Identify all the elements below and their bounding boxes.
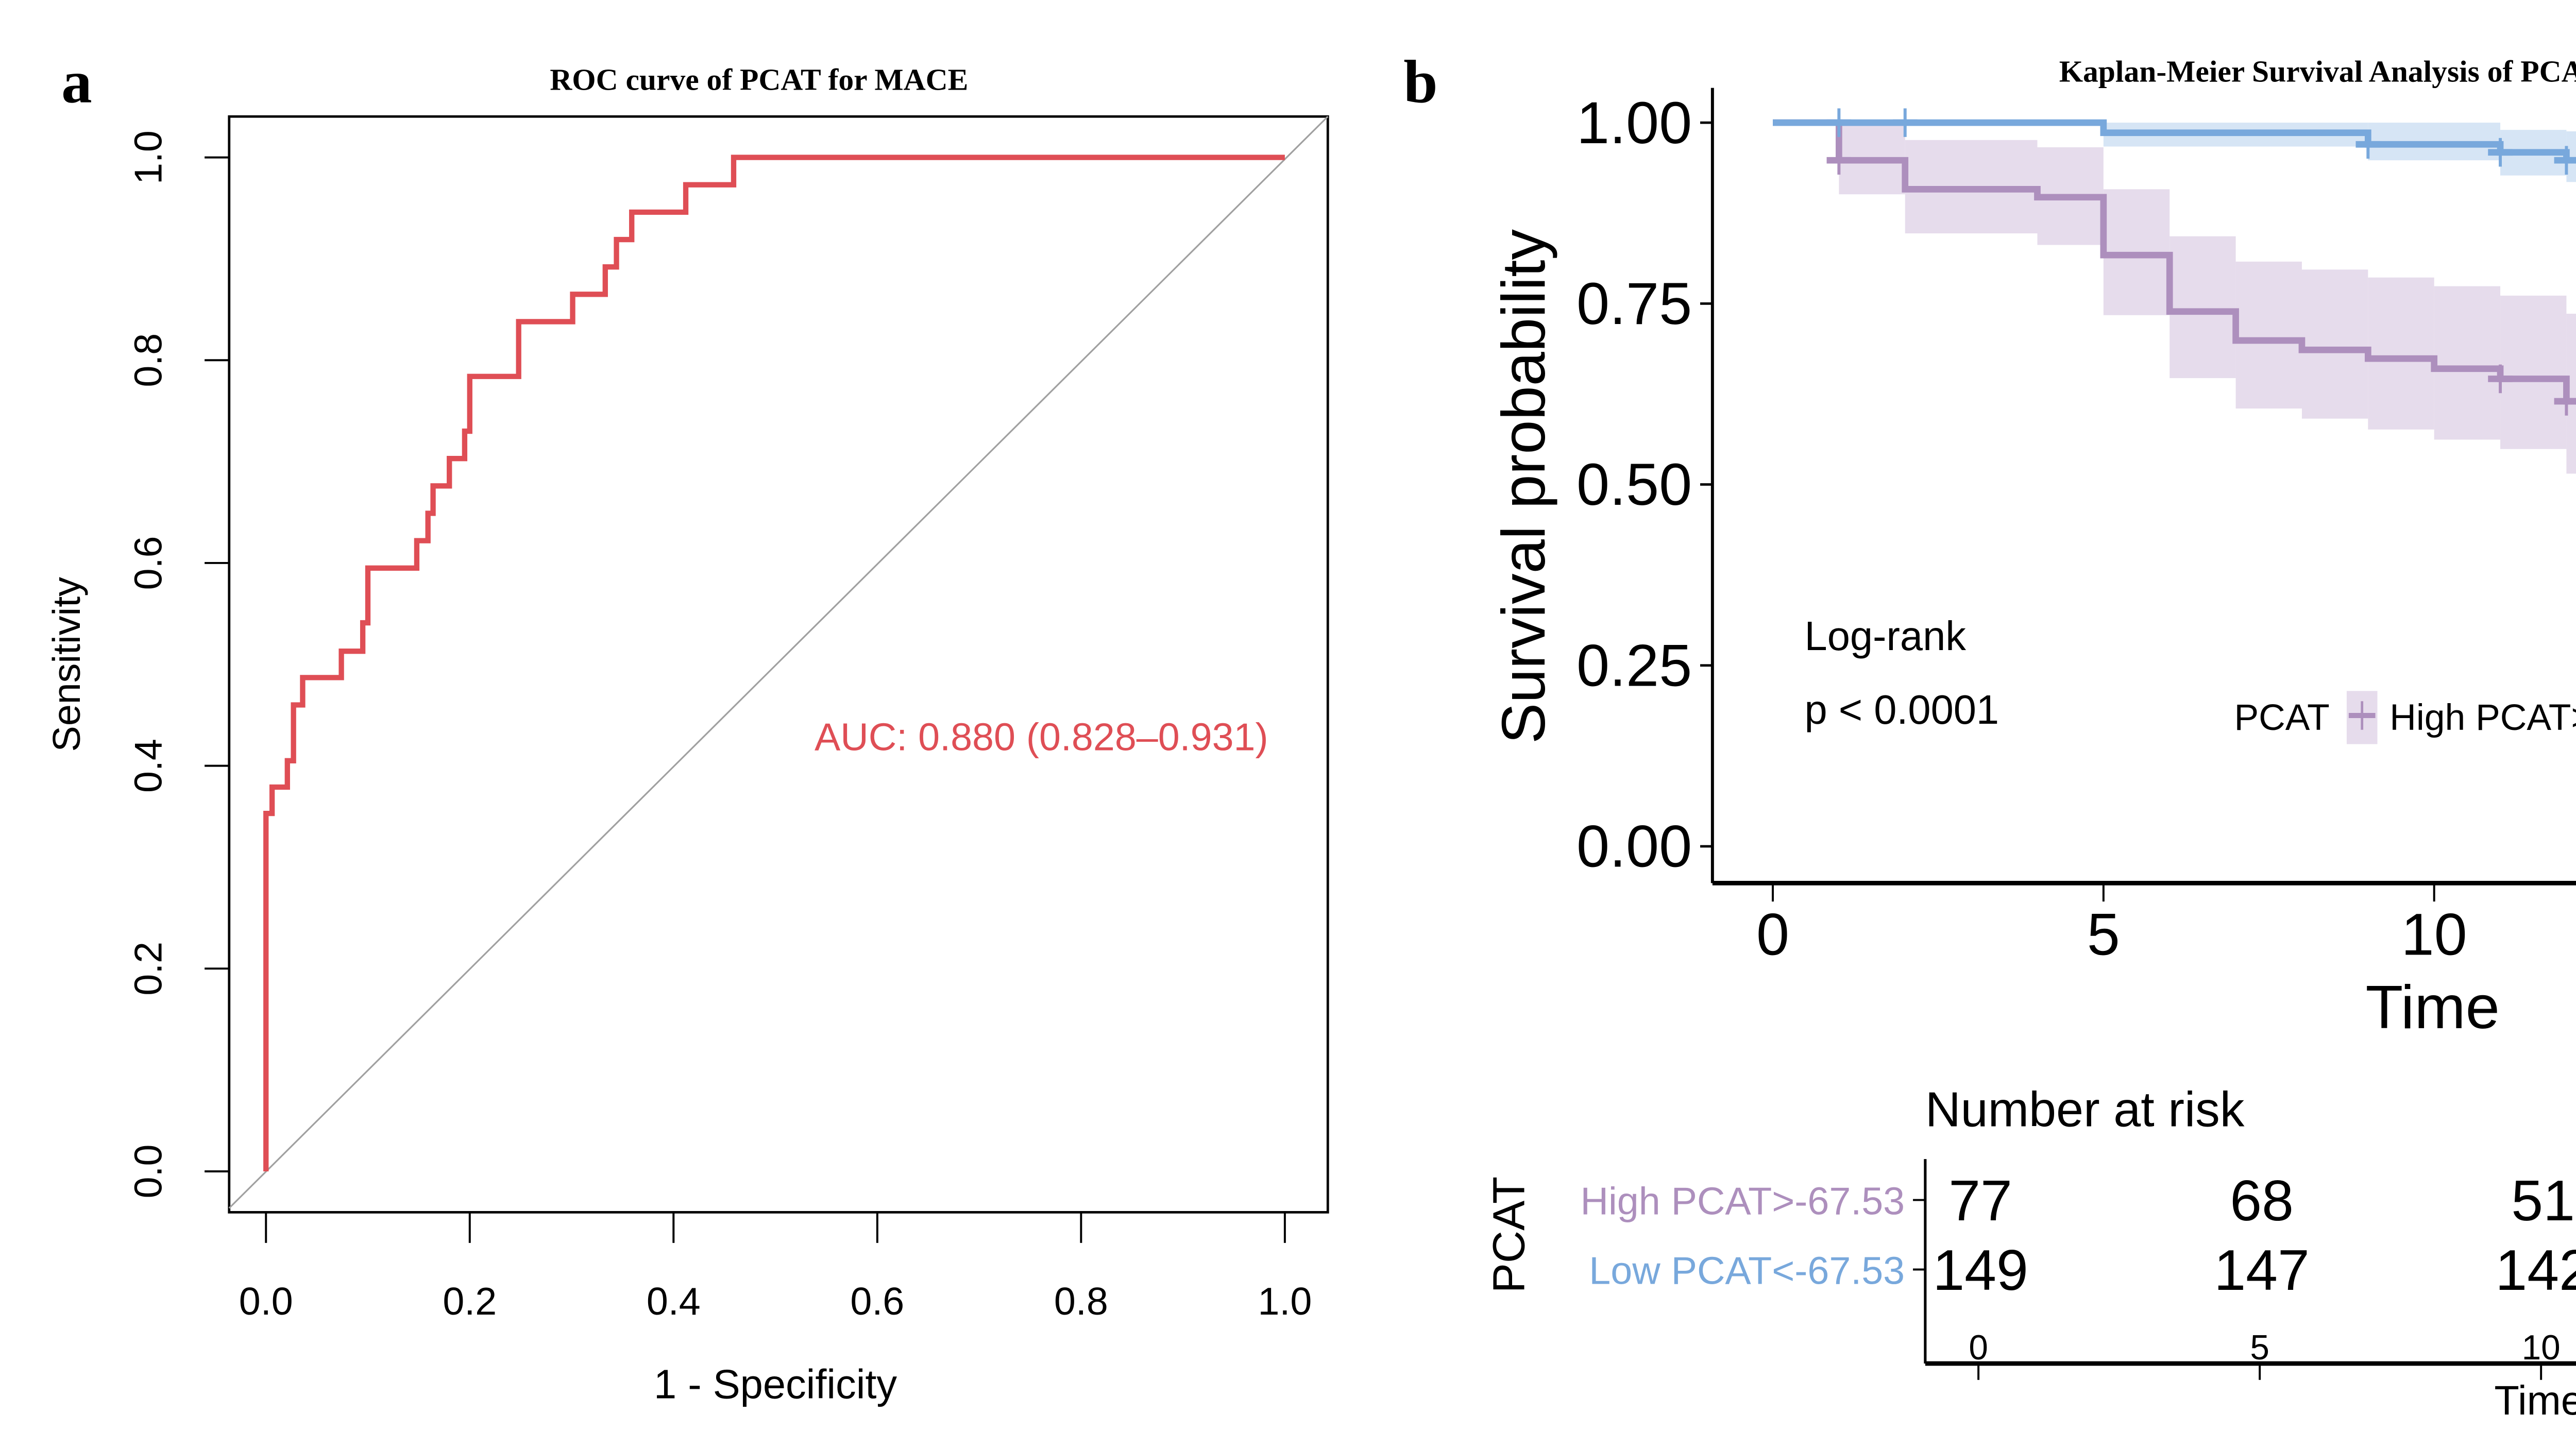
- risk-table-x-axis: 05101520: [1969, 1328, 2561, 1380]
- roc-x-tick-label: 0.8: [1054, 1280, 1108, 1323]
- roc-reference-diagonal: [228, 116, 1329, 1209]
- risk-cell-high: 68: [2230, 1168, 2294, 1233]
- km-y-tick-label: 0.75: [1577, 271, 1692, 337]
- risk-cell-low: 147: [2214, 1238, 2309, 1302]
- roc-x-tick-label: 0.4: [647, 1280, 701, 1323]
- km-censor-marks: [1826, 108, 2576, 416]
- km-band-high: [2566, 314, 2576, 474]
- roc-y-label: Sensitivity: [45, 577, 88, 752]
- risk-x-tick-label: 0: [1969, 1328, 1988, 1367]
- km-x-tick-label: 0: [1756, 901, 1789, 967]
- risk-x-tick-label: 10: [2522, 1328, 2561, 1367]
- risk-cell-low: 142: [2495, 1238, 2576, 1302]
- roc-y-tick-label: 1.0: [127, 130, 170, 184]
- roc-auc-annotation: AUC: 0.880 (0.828–0.931): [815, 715, 1268, 758]
- km-y-tick-label: 0.50: [1577, 452, 1692, 518]
- roc-y-tick-label: 0.6: [127, 536, 170, 590]
- roc-x-tick-label: 0.2: [443, 1280, 497, 1323]
- km-y-tick-label: 1.00: [1577, 90, 1692, 156]
- risk-table-title: Number at risk: [1925, 1083, 2245, 1137]
- roc-x-tick-label: 0.0: [239, 1280, 293, 1323]
- risk-table: Number at risk PCAT High PCAT>-67.53 77 68…: [1483, 1083, 2576, 1423]
- km-legend: PCAT High PCAT>-67.53 Low PCAT<-67.53: [2234, 691, 2576, 744]
- risk-x-tick-label: 5: [2250, 1328, 2269, 1367]
- roc-chart: ROC curve of PCAT for MACE 0.00.20.40.60…: [45, 63, 1329, 1407]
- risk-cell-high: 77: [1948, 1168, 2012, 1233]
- risk-cell-low: 149: [1933, 1238, 2028, 1302]
- panel-a-label: a: [61, 47, 92, 115]
- km-pvalue: p < 0.0001: [1805, 687, 1999, 732]
- km-logrank-label: Log-rank: [1805, 613, 1967, 659]
- legend-title: PCAT: [2234, 697, 2330, 738]
- km-band-high: [2434, 286, 2501, 440]
- km-band-high: [2301, 269, 2368, 419]
- risk-row-label-low: Low PCAT<-67.53: [1589, 1249, 1905, 1292]
- km-chart: Kaplan-Meier Survival Analysis of PCAT f…: [1489, 55, 2576, 1042]
- roc-x-tick-label: 0.6: [850, 1280, 904, 1323]
- roc-y-tick-label: 0.2: [127, 942, 170, 996]
- km-x-tick-label: 5: [2087, 901, 2120, 967]
- km-curve-high: [1773, 119, 2576, 405]
- risk-row-label-high: High PCAT>-67.53: [1581, 1179, 1905, 1222]
- roc-x-label: 1 - Specificity: [654, 1361, 897, 1407]
- roc-y-tick-label: 0.0: [127, 1145, 170, 1199]
- km-band-high: [2368, 277, 2434, 430]
- km-y-tick-label: 0.25: [1577, 633, 1692, 699]
- panel-b-label: b: [1403, 47, 1437, 115]
- roc-y-tick-label: 0.8: [127, 333, 170, 387]
- roc-frame: [228, 115, 1329, 1214]
- risk-cell-high: 51: [2511, 1168, 2575, 1233]
- km-y-label: Survival probability: [1489, 229, 1558, 744]
- risk-table-row-axis-label: PCAT: [1483, 1177, 1534, 1293]
- risk-table-x-label: Time: [2494, 1377, 2576, 1423]
- roc-curve-line: [263, 155, 1285, 1171]
- km-band-high: [2500, 295, 2567, 449]
- roc-y-tick-label: 0.4: [127, 739, 170, 793]
- km-y-tick-label: 0.00: [1577, 814, 1692, 880]
- km-band-high: [2235, 261, 2302, 409]
- km-y-axis: 0.00 0.25 0.50 0.75 1.00: [1577, 90, 1713, 880]
- roc-y-axis: 0.0 0.2 0.4 0.6 0.8 1.0: [127, 130, 229, 1198]
- km-band-high: [2170, 236, 2236, 379]
- km-x-label: Time: [2366, 973, 2500, 1042]
- roc-x-tick-label: 1.0: [1258, 1280, 1312, 1323]
- risk-table-rows: High PCAT>-67.5377685170Low PCAT<-67.531…: [1581, 1168, 2576, 1302]
- roc-x-axis: 0.0 0.2 0.4 0.6 0.8 1.0: [239, 1212, 1312, 1323]
- legend-high-label: High PCAT>-67.53: [2389, 697, 2576, 738]
- km-band-low: [2566, 131, 2576, 182]
- roc-title: ROC curve of PCAT for MACE: [550, 63, 968, 97]
- km-title: Kaplan-Meier Survival Analysis of PCAT f…: [2059, 55, 2576, 89]
- km-x-tick-label: 10: [2401, 901, 2467, 967]
- km-x-axis: 05101520: [1756, 883, 2467, 967]
